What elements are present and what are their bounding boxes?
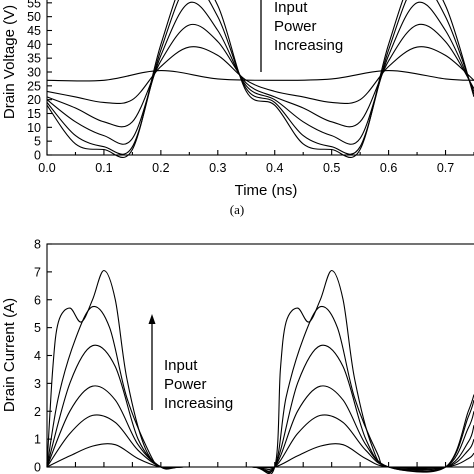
current-plot-frame <box>46 243 474 468</box>
voltage-curves <box>46 0 474 158</box>
current-y-tick-label: 7 <box>34 265 41 279</box>
voltage-y-tick-label: 35 <box>27 52 41 66</box>
voltage-series-1-line <box>46 70 474 82</box>
current-y-tick-label: 6 <box>34 293 41 307</box>
current-series-1-line <box>46 443 474 469</box>
voltage-series-2-line <box>46 46 474 105</box>
current-y-axis-title: Drain Current (A) <box>1 298 18 412</box>
current-y-tick-label: 8 <box>34 238 41 252</box>
voltage-x-tick-label: 0.0 <box>38 161 55 175</box>
voltage-y-tick-label: 45 <box>27 24 41 38</box>
voltage-x-tick-label: 0.2 <box>152 161 169 175</box>
voltage-y-tick-label: 40 <box>27 38 41 52</box>
current-series-5-line <box>46 305 474 473</box>
voltage-y-tick-label: 15 <box>27 107 41 121</box>
voltage-x-tick-label: 0.7 <box>437 161 454 175</box>
current-series-2-line <box>46 414 474 471</box>
current-y-tick-label: 5 <box>34 321 41 335</box>
voltage-x-tick-label: 0.6 <box>380 161 397 175</box>
voltage-x-tick-label: 0.5 <box>323 161 340 175</box>
voltage-x-tick-label: 0.4 <box>266 161 283 175</box>
voltage-y-tick-label: 0 <box>34 149 41 163</box>
voltage-series-6-line <box>46 0 474 158</box>
current-x-axis <box>46 462 474 467</box>
voltage-annotation-line-3: Increasing <box>274 37 343 54</box>
voltage-y-axis-title: Drain Voltage (V) <box>1 5 18 119</box>
current-y-tick-label: 1 <box>34 433 41 447</box>
voltage-x-tick-label: 0.1 <box>95 161 112 175</box>
current-increase-arrowhead <box>148 314 156 324</box>
voltage-y-tick-label: 25 <box>27 79 41 93</box>
panel-caption-a: (a) <box>230 202 244 217</box>
voltage-y-tick-label: 10 <box>27 121 41 135</box>
voltage-y-tick-label: 5 <box>34 135 41 149</box>
current-series-4-line <box>46 344 474 474</box>
voltage-series-4-line <box>46 1 474 145</box>
voltage-x-axis: 0.0 0.1 0.2 0.3 0.4 0.5 0.6 0.7 <box>38 150 474 175</box>
current-annotation-line-3: Increasing <box>164 395 233 412</box>
voltage-y-tick-label: 55 <box>27 0 41 10</box>
current-y-axis: 0 1 2 3 4 5 6 7 8 <box>34 238 52 474</box>
current-curves <box>46 269 474 474</box>
voltage-x-axis-title: Time (ns) <box>235 182 298 199</box>
current-annotation-line-2: Power <box>164 376 207 393</box>
current-y-tick-label: 4 <box>34 349 41 363</box>
voltage-y-tick-label: 30 <box>27 66 41 80</box>
current-y-tick-label: 2 <box>34 405 41 419</box>
voltage-y-tick-label: 20 <box>27 93 41 107</box>
voltage-annotation-line-1: Input <box>274 0 308 16</box>
current-y-tick-label: 0 <box>34 461 41 474</box>
voltage-x-tick-label: 0.3 <box>209 161 226 175</box>
current-annotation-line-1: Input <box>164 357 198 374</box>
voltage-annotation-line-2: Power <box>274 18 317 35</box>
voltage-series-3-line <box>46 23 474 128</box>
current-series-3-line <box>46 385 474 472</box>
voltage-series-5-line <box>46 0 474 155</box>
voltage-y-tick-label: 50 <box>27 10 41 24</box>
current-y-tick-label: 3 <box>34 377 41 391</box>
